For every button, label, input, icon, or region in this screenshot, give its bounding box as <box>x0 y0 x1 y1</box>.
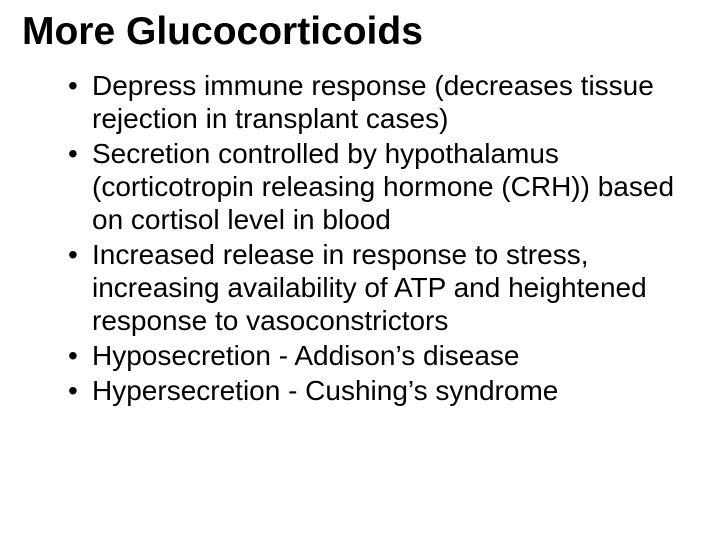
slide: More Glucocorticoids Depress immune resp… <box>0 0 720 540</box>
bullet-list: Depress immune response (decreases tissu… <box>20 69 700 407</box>
list-item: Depress immune response (decreases tissu… <box>68 69 690 135</box>
slide-title: More Glucocorticoids <box>22 10 700 55</box>
list-item: Hypersecretion - Cushing’s syndrome <box>68 374 690 407</box>
list-item: Hyposecretion - Addison’s disease <box>68 339 690 372</box>
list-item: Secretion controlled by hypothalamus (co… <box>68 137 690 236</box>
list-item: Increased release in response to stress,… <box>68 238 690 337</box>
